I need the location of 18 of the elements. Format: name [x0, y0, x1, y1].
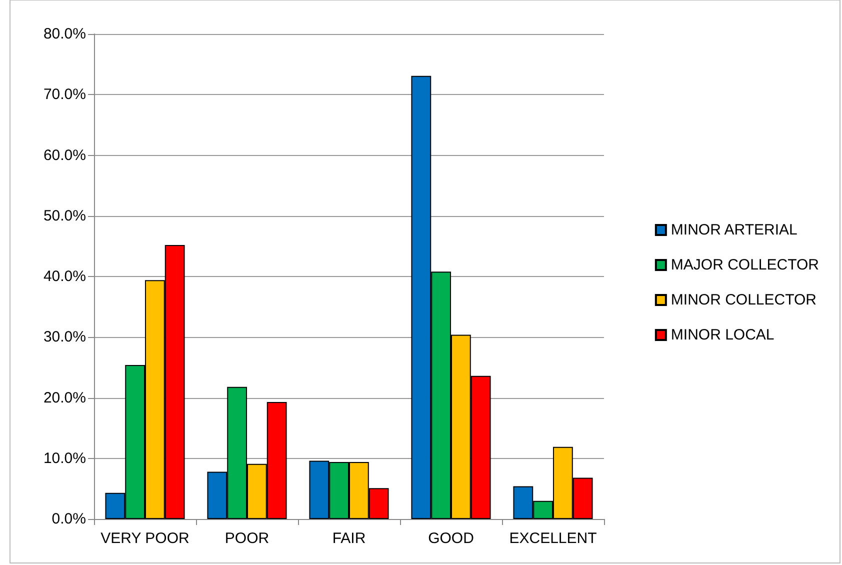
y-tick-label: 20.0%	[43, 389, 86, 406]
y-tick-label: 40.0%	[43, 268, 86, 285]
x-tick-label: GOOD	[428, 530, 474, 547]
x-tick-label: EXCELLENT	[509, 530, 597, 547]
legend-label: MINOR ARTERIAL	[670, 222, 798, 238]
legend-label: MINOR LOCAL	[670, 326, 774, 344]
x-tick-label: FAIR	[332, 530, 366, 547]
y-tick-label: 60.0%	[43, 146, 86, 164]
y-tick-label: 10.0%	[43, 450, 86, 467]
y-tick-label: 50.0%	[43, 207, 86, 224]
x-tick-label: POOR	[224, 530, 270, 547]
legend-label: MINOR COLLECTOR	[670, 292, 817, 308]
legend-label: MAJOR COLLECTOR	[670, 256, 820, 274]
y-tick-label: 30.0%	[43, 328, 86, 346]
y-tick-label: 70.0%	[43, 86, 86, 104]
x-tick-label: VERY POOR	[100, 530, 190, 547]
y-tick-label: 0.0%	[52, 510, 86, 528]
y-tick-label: 80.0%	[43, 26, 86, 42]
